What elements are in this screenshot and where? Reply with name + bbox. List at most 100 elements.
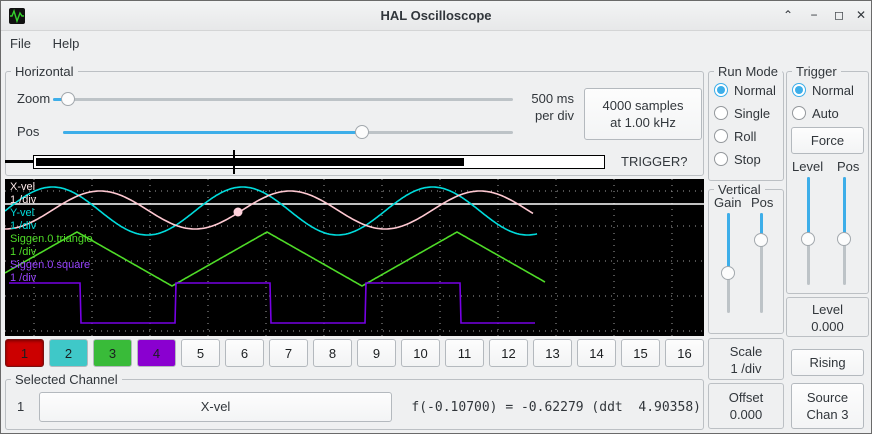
trigger-level-slider-fill	[807, 177, 810, 239]
channel-button-1[interactable]: 1	[5, 339, 44, 367]
runmode-radio-stop[interactable]: Stop	[714, 150, 761, 168]
scale-value: 1 /div	[730, 361, 762, 376]
channel-button-10[interactable]: 10	[401, 339, 440, 367]
channel-button-14[interactable]: 14	[577, 339, 616, 367]
channel-button-15[interactable]: 15	[621, 339, 660, 367]
trigger-pos-slider-knob[interactable]	[837, 232, 851, 246]
selected-channel-group-title: Selected Channel	[11, 372, 122, 387]
gain-slider-knob[interactable]	[721, 266, 735, 280]
trigger-level-label: Level	[792, 159, 824, 174]
menu-file[interactable]: File	[10, 36, 31, 51]
close-button[interactable]: ✕	[855, 8, 867, 22]
run-mode-group-title: Run Mode	[714, 64, 782, 79]
minimize-button[interactable]: −	[810, 8, 818, 22]
gain-label: Gain	[714, 195, 742, 210]
channel-button-4[interactable]: 4	[137, 339, 176, 367]
menubar: File Help	[1, 31, 871, 57]
gain-slider[interactable]	[720, 213, 736, 313]
selected-channel-name-button[interactable]: X-vel	[39, 392, 392, 422]
vertical-pos-slider-fill	[760, 213, 763, 240]
radio-label: Stop	[734, 151, 761, 167]
channel-button-8[interactable]: 8	[313, 339, 352, 367]
channel-button-13[interactable]: 13	[533, 339, 572, 367]
radio-label: Normal	[812, 82, 854, 98]
vertical-pos-slider-track	[760, 213, 763, 313]
channel-button-2[interactable]: 2	[49, 339, 88, 367]
app-icon	[9, 8, 25, 24]
shade-button[interactable]: ⌃	[782, 8, 794, 22]
channel-button-7[interactable]: 7	[269, 339, 308, 367]
trigger-group: Trigger	[786, 64, 869, 294]
radio-label: Auto	[812, 105, 839, 121]
force-button-label: Force	[810, 132, 845, 148]
vertical-group: Vertical	[708, 182, 784, 334]
runmode-radio-roll[interactable]: Roll	[714, 127, 756, 145]
zoom-slider[interactable]	[53, 91, 513, 107]
radio-icon	[792, 106, 806, 120]
trigger-source-line2: Chan 3	[806, 406, 849, 422]
selected-channel-name: X-vel	[200, 399, 231, 414]
radio-icon	[714, 152, 728, 166]
trigger-pos-slider[interactable]	[836, 177, 852, 285]
channel-button-3[interactable]: 3	[93, 339, 132, 367]
trigger-level-readout-value: 0.000	[811, 319, 844, 334]
radio-label: Roll	[734, 128, 757, 144]
vertical-pos-label: Pos	[751, 195, 774, 210]
timebase-unit: per div	[534, 108, 574, 123]
offset-box	[708, 383, 784, 429]
channel-button-11[interactable]: 11	[445, 339, 484, 367]
trigger-pos-slider-fill	[843, 177, 846, 239]
trigger-status-label: TRIGGER?	[621, 154, 688, 169]
scope-display: X-vel 1 /div Y-vel 1 /div Siggen.0.triangle 1…	[5, 179, 704, 336]
record-filled-region	[36, 158, 464, 166]
radio-label: Single	[734, 105, 771, 121]
trigger-level-slider[interactable]	[800, 177, 816, 285]
scope-waveforms-svg	[5, 179, 704, 336]
zoom-slider-track	[53, 98, 513, 101]
channel-button-5[interactable]: 5	[181, 339, 220, 367]
channel-button-6[interactable]: 6	[225, 339, 264, 367]
pos-slider-fill	[63, 131, 359, 134]
channel-button-12[interactable]: 12	[489, 339, 528, 367]
offset-value: 0.000	[729, 407, 763, 422]
channel-button-row: 1 2 3 4 5 6 7 8 9 10 11 12 13 14 15 16	[5, 339, 704, 367]
scale-label: Scale	[729, 344, 763, 359]
trigger-level-slider-knob[interactable]	[801, 232, 815, 246]
gain-slider-fill	[727, 213, 730, 273]
trigger-group-title: Trigger	[792, 64, 841, 79]
titlebar[interactable]: HAL Oscilloscope ⌃ − ◻ ✕	[1, 1, 871, 31]
samples-button[interactable]: 4000 samples at 1.00 kHz	[584, 88, 702, 140]
samples-line1: 4000 samples	[602, 97, 684, 113]
channel-button-9[interactable]: 9	[357, 339, 396, 367]
offset-label: Offset	[728, 390, 764, 405]
radio-label: Normal	[734, 82, 776, 98]
zoom-slider-knob[interactable]	[61, 92, 75, 106]
trigger-radio-auto[interactable]: Auto	[792, 104, 839, 122]
trigger-edge-label: Rising	[809, 354, 846, 370]
vertical-pos-slider-knob[interactable]	[754, 233, 768, 247]
zoom-label: Zoom	[17, 91, 51, 106]
timebase-value: 500 ms	[531, 91, 574, 106]
trigger-source-line1: Source	[806, 389, 849, 405]
pos-slider-knob[interactable]	[355, 125, 369, 139]
pos-slider[interactable]	[63, 124, 513, 140]
window-title: HAL Oscilloscope	[380, 8, 492, 23]
trigger-pos-label: Pos	[837, 159, 860, 174]
runmode-radio-single[interactable]: Single	[714, 104, 770, 122]
maximize-button[interactable]: ◻	[834, 8, 844, 22]
pos-label: Pos	[17, 124, 40, 139]
trigger-source-button[interactable]: Source Chan 3	[791, 383, 864, 429]
trigger-edge-button[interactable]: Rising	[791, 349, 864, 376]
selected-channel-number: 1	[17, 399, 25, 414]
runmode-radio-normal[interactable]: Normal	[714, 81, 776, 99]
radio-icon	[792, 83, 806, 97]
menu-help[interactable]: Help	[52, 36, 80, 51]
force-button[interactable]: Force	[791, 127, 864, 154]
selected-channel-group: Selected Channel	[5, 372, 704, 430]
vertical-pos-slider[interactable]	[753, 213, 769, 313]
trigger-radio-normal[interactable]: Normal	[792, 81, 854, 99]
channel-button-16[interactable]: 16	[665, 339, 704, 367]
run-mode-group: Run Mode	[708, 64, 784, 181]
horizontal-group-title: Horizontal	[11, 64, 78, 79]
